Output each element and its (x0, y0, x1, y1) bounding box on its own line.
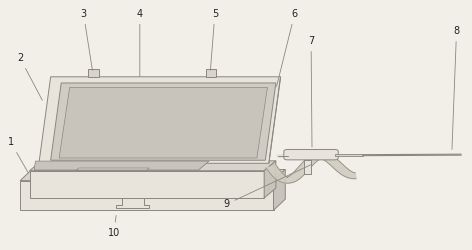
Polygon shape (205, 69, 216, 77)
Polygon shape (20, 170, 285, 180)
Text: 6: 6 (277, 9, 298, 86)
Text: 10: 10 (108, 216, 120, 238)
Polygon shape (34, 161, 209, 170)
Polygon shape (39, 77, 280, 163)
Polygon shape (264, 161, 276, 198)
Text: 3: 3 (80, 9, 93, 70)
Polygon shape (266, 153, 356, 183)
Polygon shape (117, 197, 149, 208)
Polygon shape (20, 180, 274, 210)
Text: 8: 8 (452, 26, 460, 150)
Polygon shape (88, 69, 99, 77)
FancyBboxPatch shape (284, 150, 338, 160)
Polygon shape (30, 161, 276, 171)
Bar (304, 160, 311, 174)
Bar (43, 182, 55, 188)
Text: 1: 1 (8, 137, 28, 173)
Text: 9: 9 (224, 165, 311, 209)
Polygon shape (269, 77, 280, 163)
Bar (335, 154, 362, 156)
Polygon shape (30, 171, 264, 198)
Bar (236, 182, 248, 188)
Polygon shape (51, 83, 276, 160)
Polygon shape (76, 168, 149, 170)
Text: 4: 4 (137, 9, 143, 76)
Text: 2: 2 (17, 53, 42, 100)
Polygon shape (274, 170, 285, 210)
Polygon shape (59, 88, 268, 158)
Text: 7: 7 (308, 36, 314, 147)
Text: 5: 5 (211, 9, 218, 70)
